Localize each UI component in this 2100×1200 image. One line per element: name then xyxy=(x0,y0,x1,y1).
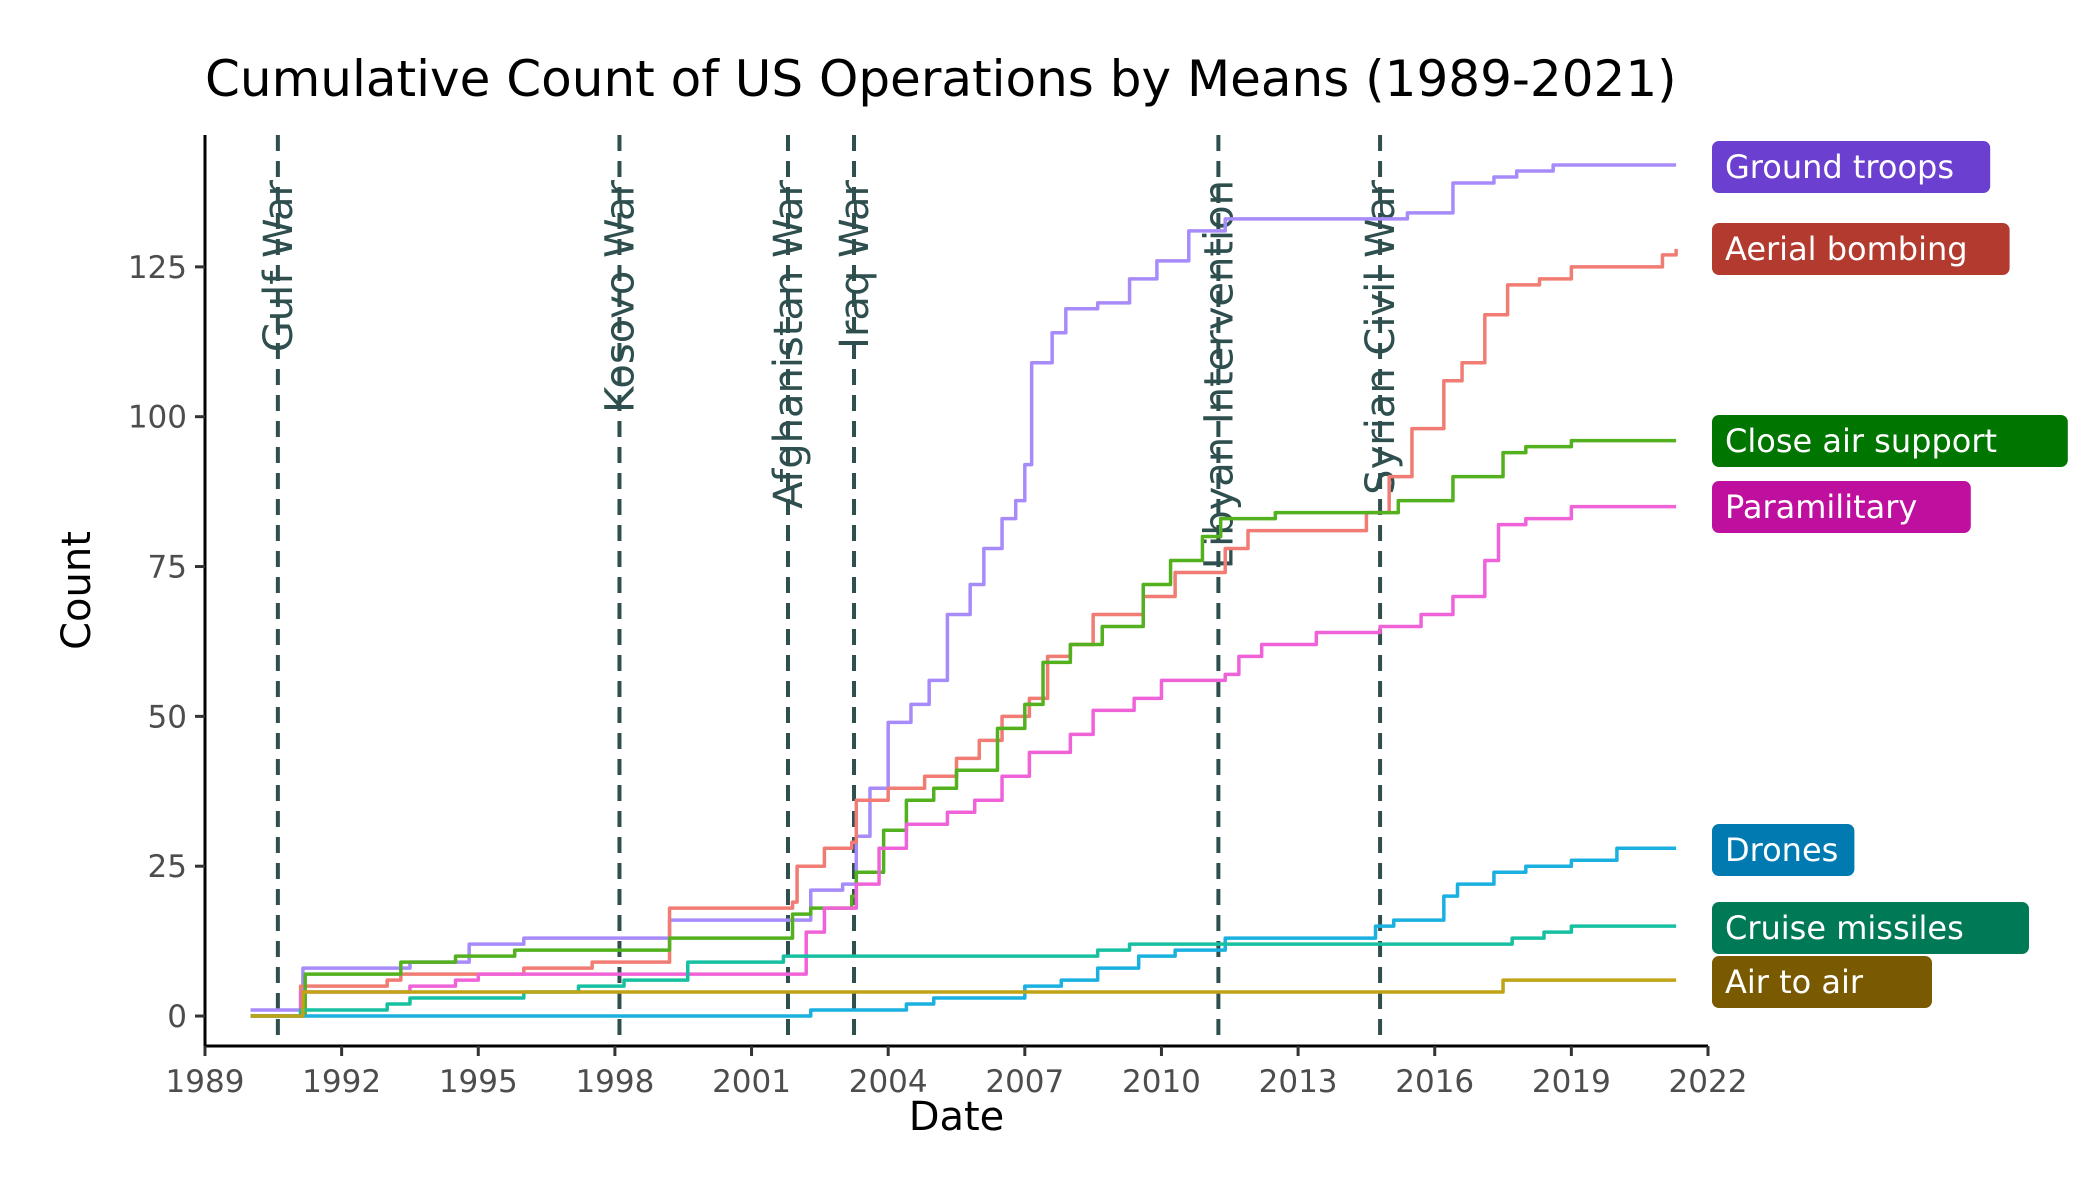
series-label: Paramilitary xyxy=(1712,481,1971,533)
series-labels: Ground troops Aerial bombing Close air sup… xyxy=(1712,141,2068,1008)
x-tick-label: 1992 xyxy=(302,1064,381,1100)
series-label-box xyxy=(1712,902,2029,954)
axes: 0 25 50 75 100 125 1989 1992 1995 1998 2001 2004 200… xyxy=(128,135,1748,1100)
x-tick-label: 1989 xyxy=(166,1064,245,1100)
series-label-box xyxy=(1712,956,1932,1008)
series-line xyxy=(250,438,1677,1018)
x-tick-label: 2013 xyxy=(1259,1064,1338,1100)
series-label-text: Ground troops xyxy=(1725,148,1954,186)
series-label-box xyxy=(1712,481,1971,533)
event-label: Syrian Civil War xyxy=(1358,179,1404,494)
x-tick-label: 2010 xyxy=(1122,1064,1201,1100)
series-line xyxy=(250,924,1677,1018)
series-label-text: Cruise missiles xyxy=(1725,909,1964,947)
chart-title: Cumulative Count of US Operations by Mea… xyxy=(205,50,1677,108)
y-tick-label: 50 xyxy=(148,699,187,735)
series-line xyxy=(250,846,1677,1018)
x-tick-label: 2004 xyxy=(849,1064,928,1100)
x-tick-label: 2019 xyxy=(1532,1064,1611,1100)
series-label-box xyxy=(1712,223,2010,275)
x-tick-label: 1995 xyxy=(439,1064,518,1100)
series-label-text: Close air support xyxy=(1725,422,1997,460)
event-label: Iraq War xyxy=(832,179,878,348)
series-label: Drones xyxy=(1712,824,1855,876)
y-tick-label: 25 xyxy=(148,849,187,885)
series-label-box xyxy=(1712,415,2068,467)
event-label: Kosovo War xyxy=(597,179,643,412)
y-tick-label: 125 xyxy=(128,250,187,286)
event-label: Gulf War xyxy=(256,179,302,352)
series-label: Close air support xyxy=(1712,415,2068,467)
event-label: Afghanistan War xyxy=(766,179,812,508)
series-label: Ground troops xyxy=(1712,141,1991,193)
x-tick-label: 2007 xyxy=(985,1064,1064,1100)
x-tick-label: 2001 xyxy=(712,1064,791,1100)
series-label-box xyxy=(1712,824,1855,876)
x-tick-label: 2016 xyxy=(1395,1064,1474,1100)
series-label: Aerial bombing xyxy=(1712,223,2010,275)
series-label: Cruise missiles xyxy=(1712,902,2029,954)
series-line xyxy=(250,978,1677,1018)
series-label-text: Paramilitary xyxy=(1725,488,1917,526)
x-tick-label: 2022 xyxy=(1669,1064,1748,1100)
series-label-box xyxy=(1712,141,1991,193)
series-line xyxy=(250,504,1677,1018)
x-tick-label: 1998 xyxy=(575,1064,654,1100)
series-label-text: Drones xyxy=(1725,831,1838,869)
plot-area: Gulf War Kosovo War Afghanistan War Iraq Wa… xyxy=(250,135,1678,1046)
y-tick-label: 0 xyxy=(167,999,187,1035)
x-axis-title: Date xyxy=(909,1094,1005,1140)
series-label-text: Air to air xyxy=(1725,963,1864,1001)
y-tick-label: 100 xyxy=(128,400,187,436)
y-axis-title: Count xyxy=(54,531,100,650)
series-label: Air to air xyxy=(1712,956,1932,1008)
series-line xyxy=(250,248,1678,1018)
series-label-text: Aerial bombing xyxy=(1725,230,1968,268)
y-tick-label: 75 xyxy=(148,550,187,586)
event-label: Libyan Intervention xyxy=(1196,180,1242,569)
